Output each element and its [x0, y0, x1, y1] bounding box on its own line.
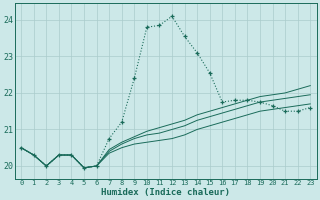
- X-axis label: Humidex (Indice chaleur): Humidex (Indice chaleur): [101, 188, 230, 197]
